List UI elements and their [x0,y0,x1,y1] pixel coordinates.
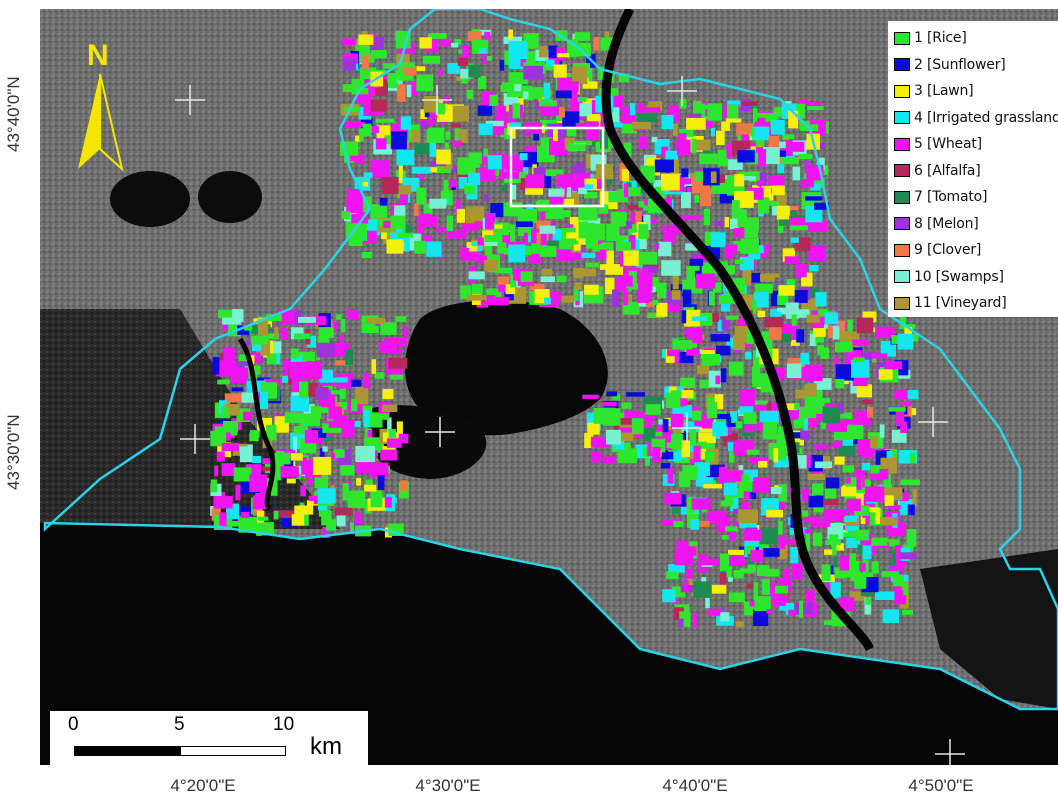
legend-item: 8 [Melon] [894,211,1058,238]
legend-label: 6 [Alfalfa] [914,162,981,179]
legend-label: 1 [Rice] [914,30,967,47]
legend-item: 7 [Tomato] [894,184,1058,211]
lagoon-vaccares [405,300,608,436]
wetland-area [40,309,340,529]
legend-swatch [894,243,910,257]
lagoon-west [110,171,190,227]
legend-label: 8 [Melon] [914,215,979,232]
scale-label-5: 5 [174,714,185,735]
legend-swatch [894,58,910,72]
map-canvas[interactable]: N 1 [Rice] 2 [Sunflower] 3 [Lawn] 4 [Irriga… [40,9,1058,765]
legend-item: 9 [Clover] [894,237,1058,264]
legend-swatch [894,164,910,178]
legend-label: 3 [Lawn] [914,83,974,100]
legend-item: 3 [Lawn] [894,78,1058,105]
lagoon-west-2 [198,171,262,223]
legend-item: 5 [Wheat] [894,131,1058,158]
scale-segment-white [180,746,286,756]
legend-item: 10 [Swamps] [894,264,1058,291]
crop-fields [210,29,920,628]
legend-swatch [894,190,910,204]
scale-label-10: 10 [273,714,295,735]
legend-swatch [894,217,910,231]
legend-label: 5 [Wheat] [914,136,982,153]
scale-label-0: 0 [68,714,79,735]
legend-label: 7 [Tomato] [914,189,988,206]
legend-swatch [894,31,910,45]
latitude-label-43-40: 43°40'0"N [4,76,23,152]
legend-label: 10 [Swamps] [914,268,1004,285]
legend: 1 [Rice] 2 [Sunflower] 3 [Lawn] 4 [Irrigate… [888,21,1058,317]
legend-swatch [894,270,910,284]
north-arrow-label: N [87,39,109,72]
sea [40,523,1058,765]
north-arrow-left [78,74,100,169]
legend-item: 6 [Alfalfa] [894,158,1058,185]
river-petit-rhone [237,337,276,511]
scale-segment-black [74,746,181,756]
latitude-label-43-30: 43°30'0"N [4,414,23,490]
legend-item: 11 [Vineyard] [894,290,1058,317]
legend-item: 1 [Rice] [894,25,1058,52]
legend-swatch [894,137,910,151]
scale-unit: km [310,733,342,760]
graticule [175,76,965,765]
study-area-boundary [43,9,1058,711]
north-arrow [78,73,124,172]
longitude-label-4-30: 4°30'0"E [415,776,481,795]
inset-box[interactable] [509,126,605,208]
longitude-label-4-50: 4°50'0"E [908,776,974,795]
legend-label: 9 [Clover] [914,242,982,259]
north-arrow-right [99,73,124,172]
legend-swatch [894,296,910,310]
river-rhone [601,9,875,652]
legend-item: 2 [Sunflower] [894,52,1058,79]
scale-bar: 0 5 10 km [50,711,368,765]
legend-swatch [894,84,910,98]
legend-label: 4 [Irrigated grassland] [914,109,1058,126]
longitude-label-4-40: 4°40'0"E [662,776,728,795]
legend-item: 4 [Irrigated grassland] [894,105,1058,132]
harbor-area [920,549,1058,709]
legend-swatch [894,111,910,125]
legend-label: 11 [Vineyard] [914,295,1007,312]
legend-label: 2 [Sunflower] [914,56,1006,73]
longitude-label-4-20: 4°20'0"E [170,776,236,795]
